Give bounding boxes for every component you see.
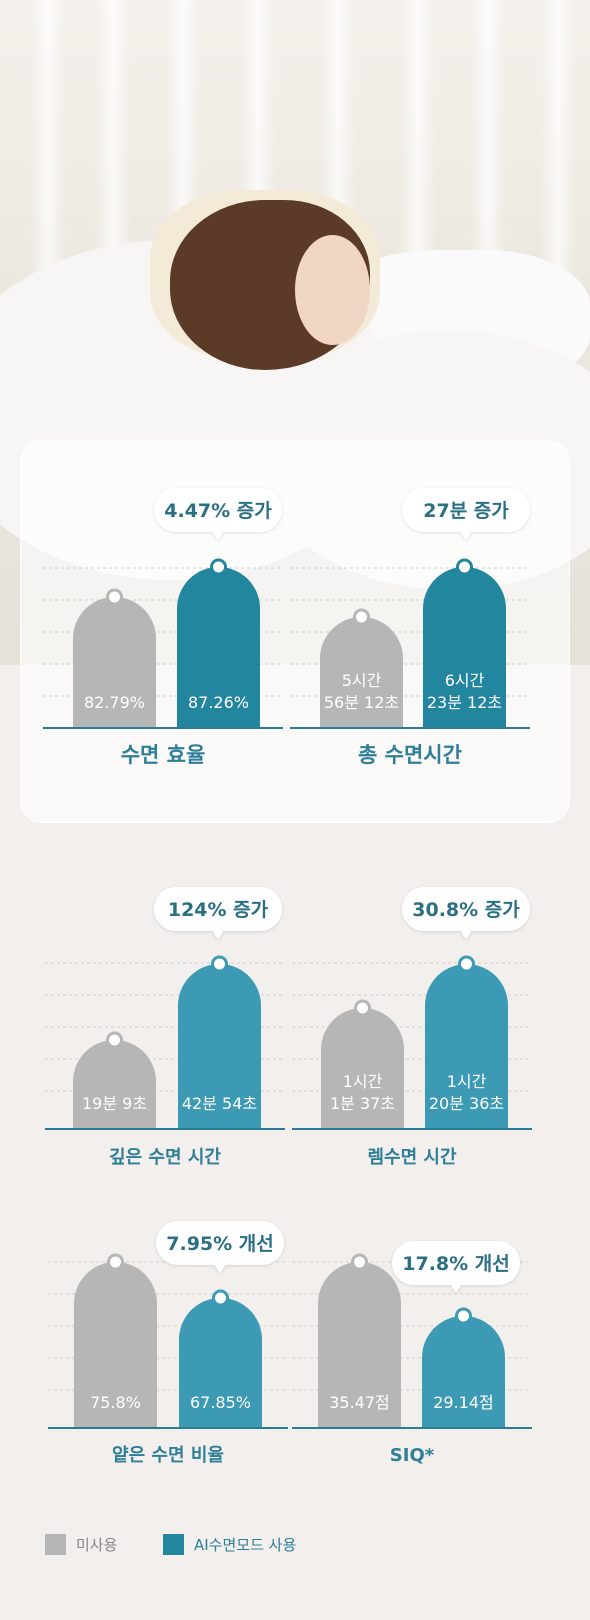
bar-value-label: 67.85% — [190, 1393, 251, 1412]
legend-item-unused: 미사용 — [45, 1533, 117, 1555]
callout-bubble — [402, 488, 530, 540]
bar-ai — [178, 963, 261, 1129]
bar-unused — [321, 1008, 404, 1129]
bar-unused — [74, 1262, 157, 1428]
hero-photo — [0, 0, 590, 665]
bar-unused — [73, 597, 156, 728]
callout-text: 17.8% 개선 — [402, 1253, 510, 1275]
bar-marker — [106, 1031, 123, 1049]
callout-pointer — [460, 531, 472, 540]
bar-marker — [353, 608, 370, 626]
legend-item-ai: AI수면모드 사용 — [163, 1533, 296, 1555]
callout-box — [392, 1241, 520, 1285]
callout-text: 27분 증가 — [423, 500, 509, 522]
callout-pointer — [450, 1284, 462, 1293]
callout-text: 4.47% 증가 — [164, 500, 272, 522]
legend-swatch-unused — [45, 1533, 66, 1555]
bar-marker — [455, 1307, 472, 1325]
bar-value-label: 56분 12초 — [324, 693, 399, 712]
curtain-fold — [30, 0, 66, 300]
legend-label-unused: 미사용 — [76, 1535, 118, 1554]
callout-box — [154, 887, 282, 931]
bar-value-label: 5시간 — [342, 671, 382, 690]
bar-value-label: 82.79% — [84, 693, 145, 712]
callout-bubble — [156, 1221, 284, 1273]
bar-marker — [456, 558, 473, 576]
bar-marker — [211, 955, 228, 973]
bar-value-label: 23분 12초 — [427, 693, 502, 712]
bar-value-label: 1시간 — [343, 1072, 383, 1091]
bar-value-label: 75.8% — [90, 1393, 141, 1412]
bar-value-label: 87.26% — [188, 693, 249, 712]
bar-marker — [351, 1253, 368, 1271]
bar-marker — [107, 1253, 124, 1271]
bar-ai — [179, 1298, 262, 1428]
bar-marker — [106, 588, 123, 606]
callout-pointer — [212, 531, 224, 540]
bar-ai — [423, 567, 506, 728]
bar-value-label: 42분 54초 — [182, 1094, 257, 1113]
chart-panel-2: 5시간 56분 12초 6시간 23분 12초 27분 증가총 수면시간 — [290, 488, 530, 767]
bar-value-label: 6시간 — [445, 671, 485, 690]
bar-unused — [318, 1262, 401, 1428]
callout-box — [156, 1221, 284, 1265]
bar-value-label: 1분 37초 — [330, 1094, 395, 1113]
chart-title: 얕은 수면 비율 — [112, 1444, 224, 1466]
bar-ai — [425, 964, 508, 1129]
callout-bubble — [154, 887, 282, 939]
legend-swatch-ai — [163, 1533, 184, 1555]
bar-unused — [320, 616, 403, 728]
bar-unused — [73, 1040, 156, 1129]
bar-marker — [354, 999, 371, 1017]
callout-pointer — [214, 1264, 226, 1273]
callout-pointer — [212, 930, 224, 939]
callout-text: 124% 증가 — [168, 899, 269, 921]
curtain-fold — [540, 0, 576, 300]
chart-title: 수면 효율 — [121, 743, 206, 767]
callout-text: 7.95% 개선 — [166, 1233, 274, 1255]
chart-title: 깊은 수면 시간 — [109, 1147, 221, 1168]
bar-marker — [212, 1289, 229, 1307]
bar-value-label: 1시간 — [447, 1072, 487, 1091]
bar-marker — [210, 558, 227, 576]
callout-text: 30.8% 증가 — [412, 899, 520, 921]
callout-pointer — [460, 930, 472, 939]
chart-panel-6: 35.47점 29.14점 17.8% 개선 SIQ* — [292, 1241, 532, 1466]
chart-title: 렘수면 시간 — [367, 1147, 457, 1168]
callout-box — [402, 887, 530, 931]
page-background — [0, 665, 590, 1620]
chart-title: SIQ* — [390, 1445, 435, 1466]
bar-ai — [422, 1316, 505, 1428]
callout-box — [402, 488, 530, 532]
bar-value-label: 19분 9초 — [82, 1094, 147, 1113]
face — [295, 235, 370, 345]
bar-value-label: 29.14점 — [433, 1393, 494, 1412]
bar-value-label: 35.47점 — [329, 1393, 390, 1412]
callout-bubble — [392, 1241, 520, 1293]
chart-title: 총 수면시간 — [358, 743, 462, 767]
callout-box — [154, 488, 282, 532]
callout-bubble — [402, 887, 530, 939]
bar-value-label: 20분 36초 — [429, 1094, 504, 1113]
legend-label-ai: AI수면모드 사용 — [194, 1535, 297, 1554]
bar-marker — [458, 955, 475, 973]
bar-ai — [177, 567, 260, 728]
callout-bubble — [154, 488, 282, 540]
